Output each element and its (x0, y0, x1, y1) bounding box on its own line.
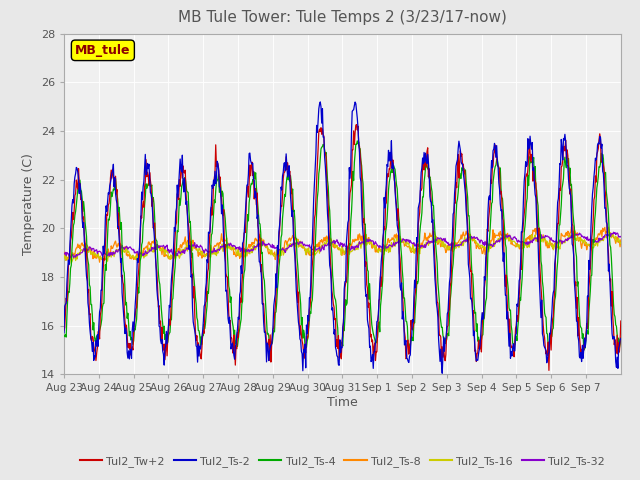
X-axis label: Time: Time (327, 396, 358, 409)
Legend: Tul2_Tw+2, Tul2_Ts-2, Tul2_Ts-4, Tul2_Ts-8, Tul2_Ts-16, Tul2_Ts-32: Tul2_Tw+2, Tul2_Ts-2, Tul2_Ts-4, Tul2_Ts… (75, 451, 610, 471)
Text: MB_tule: MB_tule (75, 44, 131, 57)
Title: MB Tule Tower: Tule Temps 2 (3/23/17-now): MB Tule Tower: Tule Temps 2 (3/23/17-now… (178, 11, 507, 25)
Y-axis label: Temperature (C): Temperature (C) (22, 153, 35, 255)
